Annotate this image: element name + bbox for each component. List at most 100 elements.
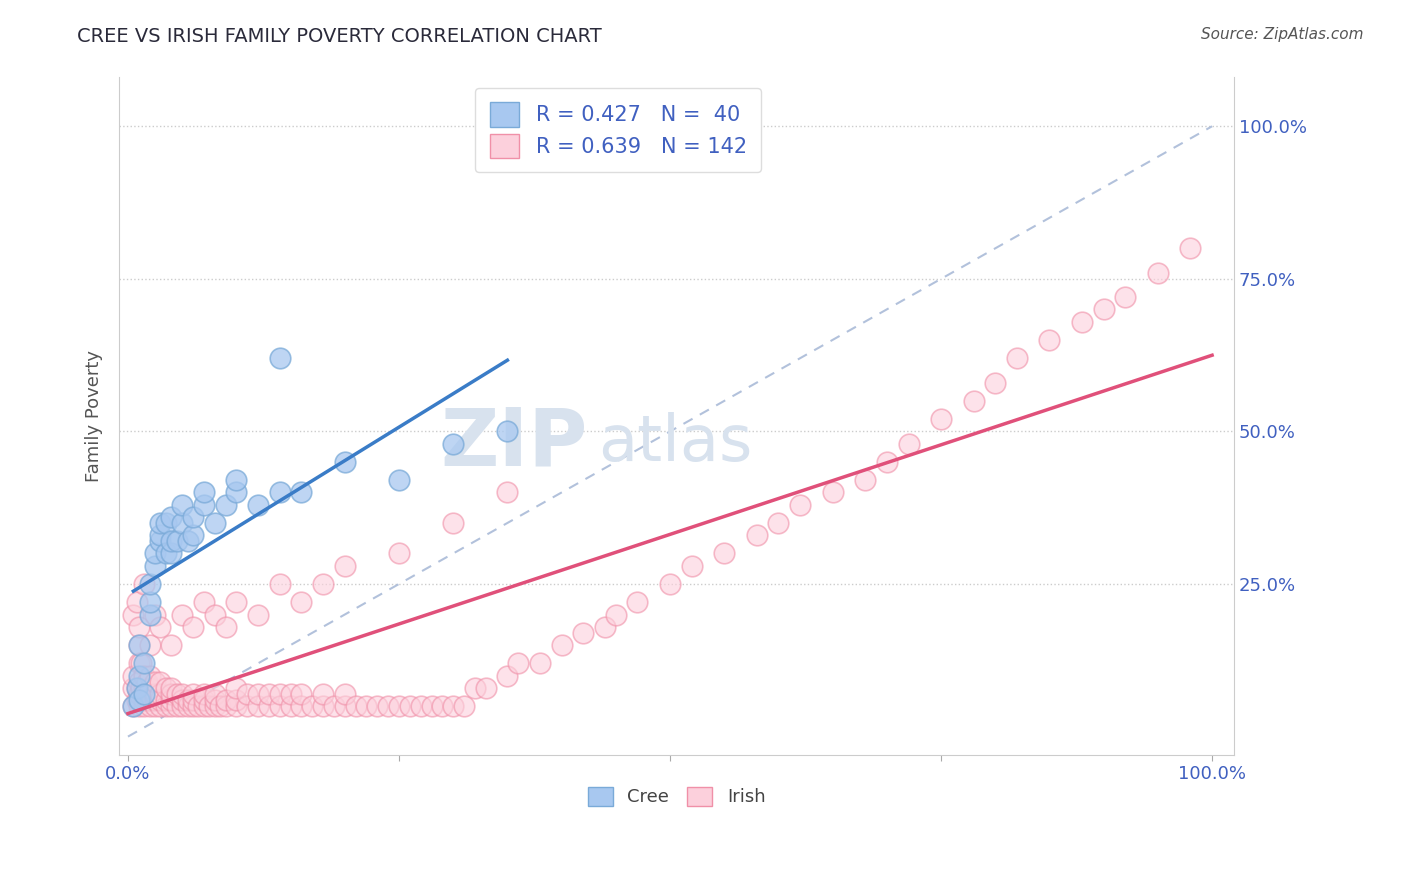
Point xyxy=(143,607,166,622)
Point xyxy=(138,638,160,652)
Point xyxy=(134,577,156,591)
Point xyxy=(138,668,160,682)
Point xyxy=(166,699,188,714)
Point xyxy=(290,687,312,701)
Point xyxy=(172,693,194,707)
Point xyxy=(149,674,172,689)
Point xyxy=(821,485,844,500)
Point xyxy=(176,693,198,707)
Point xyxy=(214,699,236,714)
Point xyxy=(155,516,177,530)
Point xyxy=(155,693,177,707)
Point xyxy=(1005,351,1028,366)
Point xyxy=(143,558,166,573)
Point xyxy=(214,693,236,707)
Point xyxy=(247,607,270,622)
Point xyxy=(160,547,183,561)
Point xyxy=(128,699,150,714)
Point xyxy=(247,687,270,701)
Point xyxy=(172,498,194,512)
Point xyxy=(789,498,811,512)
Point xyxy=(128,638,150,652)
Point xyxy=(143,547,166,561)
Point xyxy=(1114,290,1136,304)
Point xyxy=(290,485,312,500)
Point xyxy=(134,687,156,701)
Point xyxy=(853,473,876,487)
Point xyxy=(143,699,166,714)
Point xyxy=(204,687,226,701)
Point xyxy=(134,699,156,714)
Point xyxy=(149,693,172,707)
Point xyxy=(929,412,952,426)
Point xyxy=(128,687,150,701)
Point xyxy=(149,516,172,530)
Y-axis label: Family Poverty: Family Poverty xyxy=(86,351,103,483)
Point xyxy=(1180,241,1202,255)
Point xyxy=(181,509,204,524)
Point xyxy=(269,699,291,714)
Point xyxy=(128,674,150,689)
Point xyxy=(225,699,247,714)
Point xyxy=(312,699,335,714)
Point xyxy=(193,485,215,500)
Point xyxy=(149,528,172,542)
Point xyxy=(409,699,432,714)
Point xyxy=(301,699,323,714)
Point xyxy=(225,485,247,500)
Point xyxy=(193,595,215,609)
Point xyxy=(204,699,226,714)
Point xyxy=(193,693,215,707)
Point xyxy=(593,620,616,634)
Point xyxy=(496,425,519,439)
Point xyxy=(134,657,156,671)
Point xyxy=(138,681,160,695)
Point xyxy=(204,693,226,707)
Legend: Cree, Irish: Cree, Irish xyxy=(581,780,773,814)
Point xyxy=(193,498,215,512)
Point xyxy=(1071,315,1094,329)
Point xyxy=(198,699,221,714)
Point xyxy=(247,498,270,512)
Point xyxy=(181,699,204,714)
Point xyxy=(155,699,177,714)
Point xyxy=(204,607,226,622)
Point xyxy=(453,699,475,714)
Point xyxy=(138,607,160,622)
Point xyxy=(176,699,198,714)
Point xyxy=(138,693,160,707)
Point xyxy=(550,638,572,652)
Point xyxy=(312,577,335,591)
Point xyxy=(572,625,595,640)
Point xyxy=(128,638,150,652)
Point xyxy=(247,699,270,714)
Point xyxy=(432,699,454,714)
Point xyxy=(333,558,356,573)
Point xyxy=(149,699,172,714)
Point xyxy=(236,687,259,701)
Point xyxy=(193,687,215,701)
Point xyxy=(138,595,160,609)
Point xyxy=(464,681,486,695)
Point xyxy=(128,693,150,707)
Point xyxy=(366,699,388,714)
Point xyxy=(122,699,145,714)
Point xyxy=(155,681,177,695)
Point xyxy=(768,516,790,530)
Point xyxy=(269,687,291,701)
Text: atlas: atlas xyxy=(599,412,752,475)
Point xyxy=(122,607,145,622)
Point xyxy=(356,699,378,714)
Point xyxy=(659,577,682,591)
Point xyxy=(181,620,204,634)
Point xyxy=(312,687,335,701)
Point xyxy=(122,668,145,682)
Point xyxy=(441,436,464,450)
Point xyxy=(143,687,166,701)
Point xyxy=(1038,333,1060,347)
Point xyxy=(388,473,411,487)
Point xyxy=(496,668,519,682)
Point xyxy=(474,681,496,695)
Point xyxy=(897,436,920,450)
Point xyxy=(269,351,291,366)
